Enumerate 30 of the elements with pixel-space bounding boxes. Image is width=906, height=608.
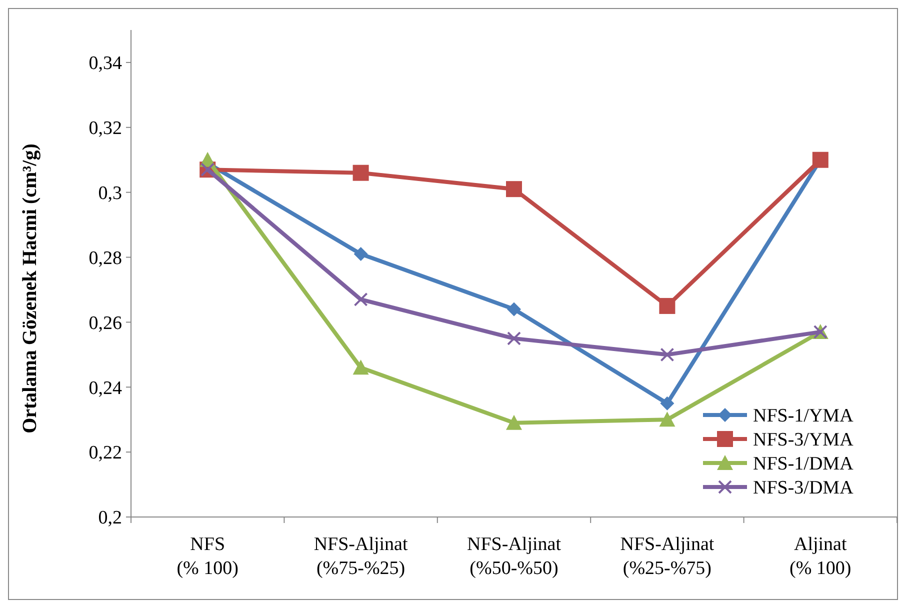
y-tick-label: 0,26	[88, 312, 122, 334]
y-tick-label: 0,3	[98, 182, 122, 204]
point	[659, 298, 676, 314]
point	[506, 181, 522, 198]
point	[659, 412, 676, 427]
point	[506, 414, 522, 430]
x-tick-label: NFS (% 100)	[176, 534, 238, 579]
x-tick-label: Aljinat (% 100)	[790, 534, 852, 579]
point	[354, 247, 368, 262]
legend-label: NFS-1/DMA	[753, 454, 854, 475]
x-tick-label: NFS-Aljinat (%75-%25)	[314, 534, 408, 579]
point	[660, 348, 674, 362]
point	[352, 360, 369, 375]
point	[352, 164, 369, 181]
y-tick-label: 0,22	[88, 442, 122, 464]
legend-label: NFS-1/YMA	[753, 406, 854, 427]
legend-label: NFS-3/YMA	[753, 430, 854, 451]
point	[660, 396, 674, 410]
x-tick-label: NFS-Aljinat (%50-%50)	[467, 534, 562, 579]
point	[507, 331, 521, 346]
y-axis-title: Ortalama Gözenek Hacmi (cm³/g)	[19, 144, 41, 434]
point	[507, 302, 521, 316]
y-tick-label: 0,2	[98, 508, 122, 529]
y-tick-label: 0,28	[88, 248, 122, 269]
x-tick-label: NFS-Aljinat (%25-%75)	[620, 534, 715, 579]
y-tick-label: 0,34	[88, 53, 122, 74]
legend-label: NFS-3/DMA	[753, 478, 854, 499]
y-tick-label: 0,24	[88, 378, 122, 399]
point	[354, 292, 368, 306]
y-tick-label: 0,32	[88, 118, 122, 140]
